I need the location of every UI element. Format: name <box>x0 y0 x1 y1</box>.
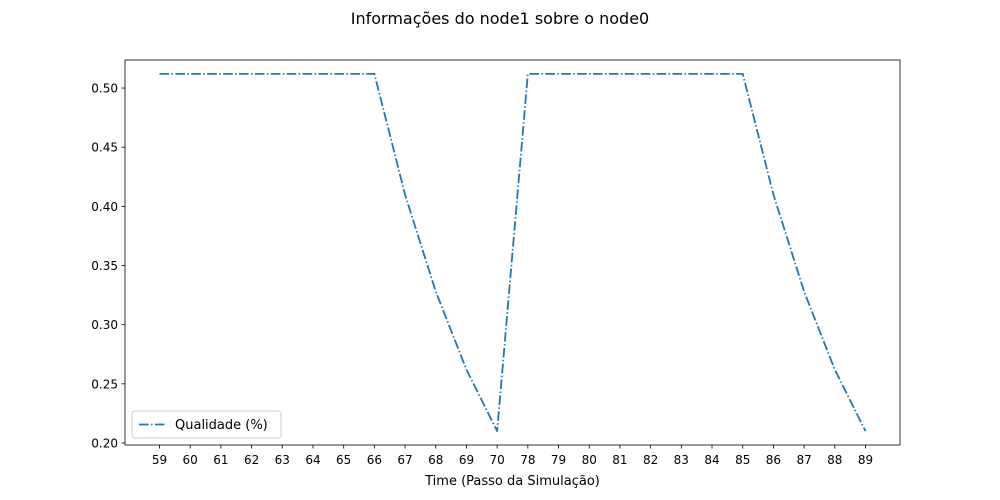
x-tick-label: 87 <box>796 453 811 467</box>
plot-area <box>125 60 900 445</box>
x-tick-label: 70 <box>490 453 505 467</box>
x-tick-label: 84 <box>704 453 719 467</box>
x-tick-label: 78 <box>520 453 535 467</box>
legend-label: Qualidade (%) <box>175 418 268 433</box>
x-tick-label: 64 <box>305 453 320 467</box>
x-axis-label: Time (Passo da Simulação) <box>424 474 600 489</box>
y-axis: 0.20 0.25 0.30 0.35 0.40 0.45 0.50 <box>91 82 125 450</box>
x-axis: 59 60 61 62 63 64 65 66 67 68 69 70 78 79 80 81 82 83 84 85… <box>152 445 873 467</box>
x-tick-label: 79 <box>551 453 566 467</box>
x-tick-label: 65 <box>336 453 351 467</box>
y-tick-label: 0.50 <box>91 82 118 96</box>
x-tick-label: 86 <box>766 453 781 467</box>
x-tick-label: 82 <box>643 453 658 467</box>
x-tick-label: 83 <box>674 453 689 467</box>
x-tick-label: 66 <box>367 453 382 467</box>
x-tick-label: 62 <box>244 453 259 467</box>
series-line <box>159 72 867 433</box>
y-tick-label: 0.20 <box>91 436 118 450</box>
series-group <box>159 72 867 433</box>
legend-box <box>131 410 282 439</box>
x-tick-label: 68 <box>428 453 443 467</box>
x-tick-label: 61 <box>213 453 228 467</box>
x-tick-label: 80 <box>582 453 597 467</box>
x-tick-label: 59 <box>152 453 167 467</box>
x-tick-label: 89 <box>858 453 873 467</box>
y-tick-label: 0.30 <box>91 318 118 332</box>
x-tick-label: 81 <box>612 453 627 467</box>
y-tick-label: 0.25 <box>91 377 118 391</box>
y-tick-label: 0.35 <box>91 259 118 273</box>
legend: Qualidade (%) <box>131 410 282 439</box>
y-tick-label: 0.40 <box>91 200 118 214</box>
x-tick-label: 69 <box>459 453 474 467</box>
x-tick-label: 60 <box>183 453 198 467</box>
x-tick-label: 63 <box>275 453 290 467</box>
chart-title: Informações do node1 sobre o node0 <box>351 9 649 28</box>
x-tick-label: 85 <box>735 453 750 467</box>
x-tick-label: 88 <box>827 453 842 467</box>
x-tick-label: 67 <box>397 453 412 467</box>
plot-frame <box>124 59 901 446</box>
y-tick-label: 0.45 <box>91 141 118 155</box>
